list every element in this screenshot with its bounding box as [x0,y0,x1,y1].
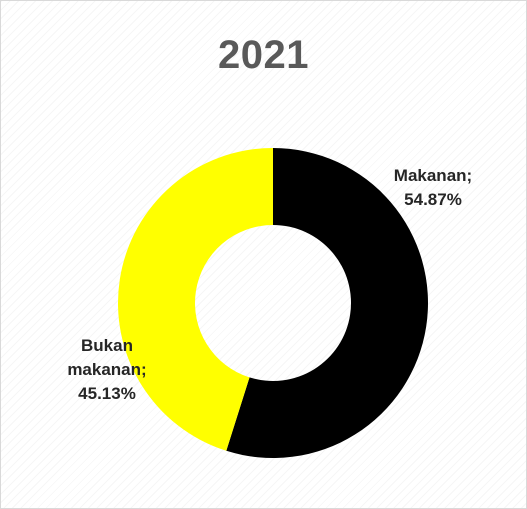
data-label-line: Bukan [81,336,133,355]
data-label-line: 54.87% [404,190,462,209]
data-label-makanan: Makanan; 54.87% [394,166,472,209]
data-label-line: Makanan; [394,166,472,185]
slice-makanan [226,148,428,459]
data-label-line: makanan; [67,360,146,379]
donut-slices [118,148,428,459]
data-labels: Makanan; 54.87% Bukan makanan; 45.13% [67,166,472,403]
chart-title: 2021 [218,33,309,77]
data-label-line: 45.13% [78,384,136,403]
slice-bukan-makanan [118,148,273,451]
data-label-bukan-makanan: Bukan makanan; 45.13% [67,336,146,403]
